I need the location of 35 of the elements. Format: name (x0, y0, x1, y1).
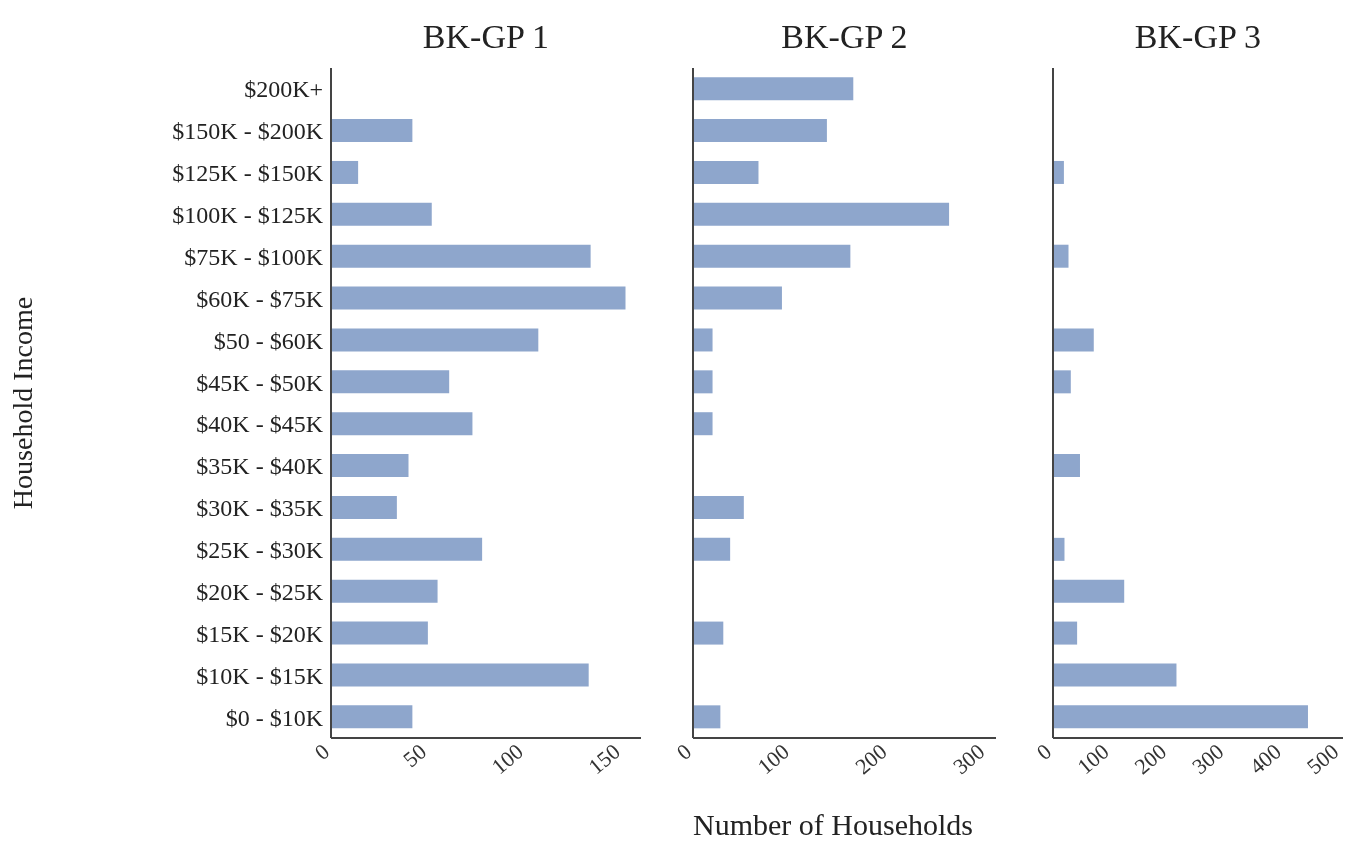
x-tick-label: 0 (671, 738, 697, 765)
x-tick-label: 400 (1244, 738, 1286, 780)
y-tick-label: $100K - $125K (172, 202, 324, 229)
y-tick-label: $40K - $45K (196, 411, 324, 438)
x-tick-label: 100 (752, 738, 794, 780)
x-tick-label: 0 (1031, 738, 1057, 765)
y-tick-label: $75K - $100K (184, 243, 324, 270)
y-tick-label: $25K - $30K (196, 537, 324, 564)
x-tick-label: 100 (1072, 738, 1114, 780)
y-tick-label: $125K - $150K (172, 160, 324, 187)
y-tick-label: $15K - $20K (196, 620, 324, 647)
x-tick-label: 0 (309, 738, 335, 765)
x-axis-title: Number of Households (692, 808, 974, 842)
x-tick-label: 200 (1129, 738, 1172, 780)
x-tick-label: 200 (850, 738, 892, 780)
y-tick-label: $60K - $75K (196, 285, 324, 312)
x-tick-label: 300 (1187, 738, 1229, 780)
y-tick-label: $150K - $200K (172, 118, 324, 145)
x-tick-label: 300 (948, 738, 990, 780)
y-axis-title: Household Income (6, 296, 38, 510)
y-tick-label: $20K - $25K (196, 578, 324, 605)
chart-title: BK-GP 3 (1133, 18, 1263, 56)
chart-title: BK-GP 2 (780, 18, 909, 56)
x-tick-label: 50 (398, 738, 432, 772)
y-tick-label: $200K+ (244, 76, 323, 103)
y-tick-label: $0 - $10K (225, 704, 324, 731)
x-tick-label: 150 (583, 738, 625, 780)
y-tick-label: $50 - $60K (213, 327, 324, 354)
y-tick-label: $30K - $35K (196, 495, 324, 522)
y-tick-label: $45K - $50K (196, 369, 324, 396)
y-tick-label: $35K - $40K (196, 453, 324, 480)
y-tick-label: $10K - $15K (196, 662, 324, 689)
x-tick-label: 500 (1301, 738, 1344, 780)
chart-title: BK-GP 1 (421, 18, 551, 56)
x-tick-label: 100 (486, 738, 528, 780)
